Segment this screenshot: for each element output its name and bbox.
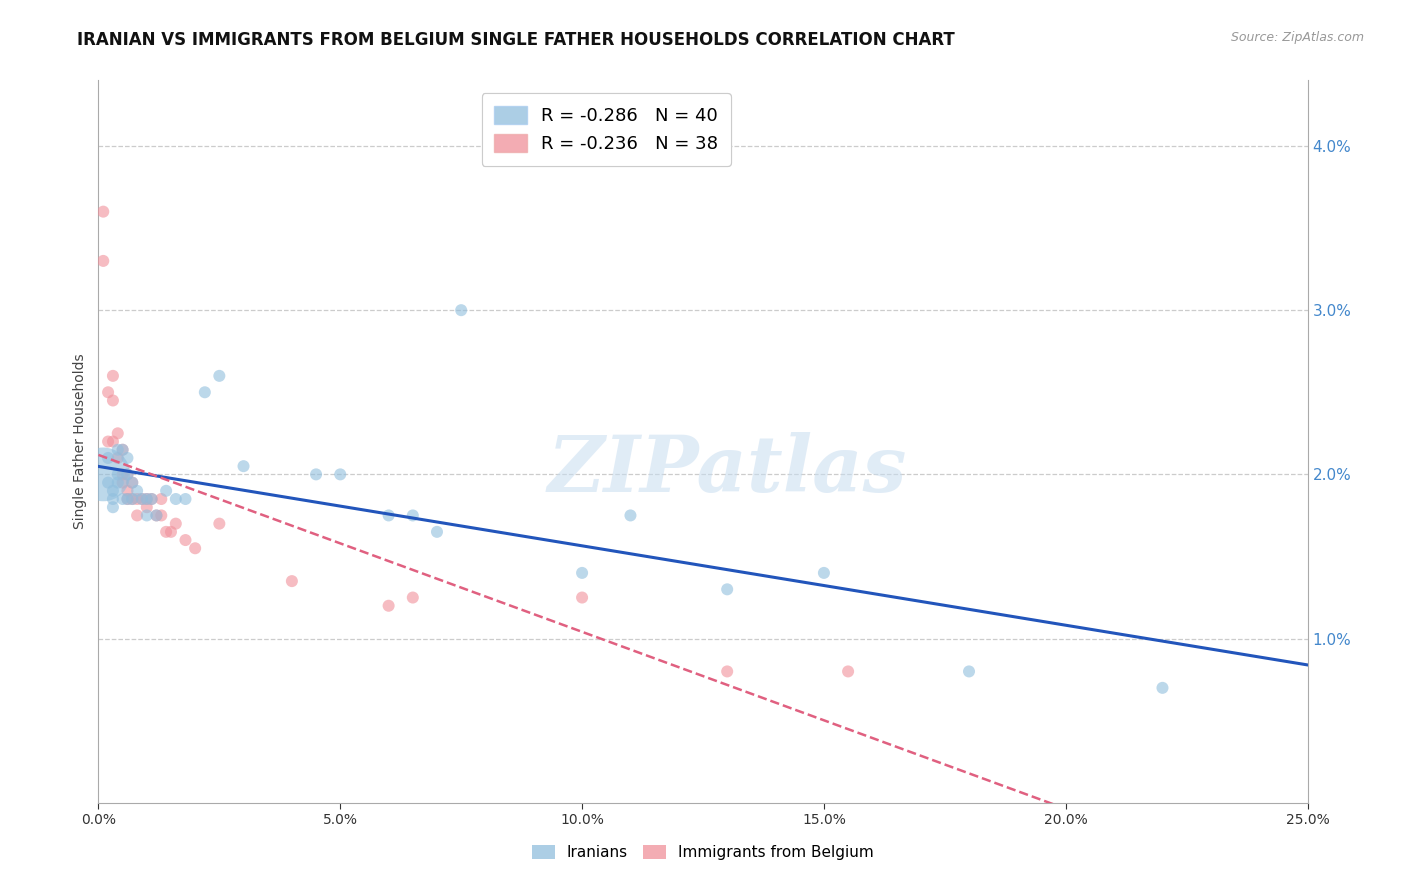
Point: [107, 442, 129, 457]
Point: [571, 566, 593, 580]
Point: [135, 491, 157, 506]
Point: [101, 483, 124, 498]
Point: [402, 591, 425, 605]
Point: [111, 475, 134, 490]
Point: [101, 491, 124, 506]
Point: [174, 491, 197, 506]
Point: [111, 442, 134, 457]
Point: [107, 475, 129, 490]
Point: [155, 524, 177, 539]
Point: [716, 582, 738, 597]
Point: [91, 467, 114, 482]
Point: [101, 434, 124, 449]
Point: [281, 574, 304, 588]
Point: [101, 500, 124, 515]
Point: [1152, 681, 1174, 695]
Point: [145, 508, 167, 523]
Point: [107, 426, 129, 441]
Point: [208, 368, 231, 383]
Point: [141, 491, 163, 506]
Point: [141, 491, 163, 506]
Point: [107, 450, 129, 465]
Point: [121, 475, 143, 490]
Point: [426, 524, 449, 539]
Point: [107, 467, 129, 482]
Point: [716, 665, 738, 679]
Legend: Iranians, Immigrants from Belgium: Iranians, Immigrants from Belgium: [526, 839, 880, 866]
Point: [145, 508, 167, 523]
Point: [184, 541, 207, 556]
Point: [117, 467, 139, 482]
Point: [97, 434, 120, 449]
Point: [117, 491, 139, 506]
Point: [135, 508, 157, 523]
Y-axis label: Single Father Households: Single Father Households: [73, 354, 87, 529]
Point: [111, 467, 134, 482]
Point: [174, 533, 197, 547]
Point: [131, 491, 153, 506]
Point: [127, 491, 149, 506]
Point: [121, 475, 143, 490]
Point: [117, 450, 139, 465]
Point: [121, 491, 143, 506]
Point: [813, 566, 835, 580]
Point: [97, 475, 120, 490]
Point: [127, 483, 149, 498]
Point: [97, 450, 120, 465]
Point: [117, 467, 139, 482]
Point: [135, 500, 157, 515]
Legend: R = -0.286   N = 40, R = -0.236   N = 38: R = -0.286 N = 40, R = -0.236 N = 38: [482, 93, 731, 166]
Point: [232, 459, 254, 474]
Point: [165, 516, 187, 531]
Text: ZIPatlas: ZIPatlas: [547, 433, 907, 508]
Point: [402, 508, 425, 523]
Point: [101, 368, 124, 383]
Text: Source: ZipAtlas.com: Source: ZipAtlas.com: [1230, 31, 1364, 45]
Point: [135, 491, 157, 506]
Point: [571, 591, 593, 605]
Point: [329, 467, 352, 482]
Point: [377, 599, 399, 613]
Point: [619, 508, 641, 523]
Point: [121, 491, 143, 506]
Point: [117, 491, 139, 506]
Point: [155, 483, 177, 498]
Point: [194, 385, 217, 400]
Point: [150, 508, 173, 523]
Point: [150, 491, 173, 506]
Text: IRANIAN VS IMMIGRANTS FROM BELGIUM SINGLE FATHER HOUSEHOLDS CORRELATION CHART: IRANIAN VS IMMIGRANTS FROM BELGIUM SINGL…: [77, 31, 955, 49]
Point: [305, 467, 328, 482]
Point: [131, 491, 153, 506]
Point: [160, 524, 183, 539]
Point: [91, 204, 114, 219]
Point: [127, 508, 149, 523]
Point: [377, 508, 399, 523]
Point: [117, 483, 139, 498]
Point: [97, 385, 120, 400]
Point: [111, 442, 134, 457]
Point: [208, 516, 231, 531]
Point: [450, 303, 472, 318]
Point: [165, 491, 187, 506]
Point: [837, 665, 859, 679]
Point: [91, 253, 114, 268]
Point: [101, 393, 124, 408]
Point: [111, 491, 134, 506]
Point: [957, 665, 980, 679]
